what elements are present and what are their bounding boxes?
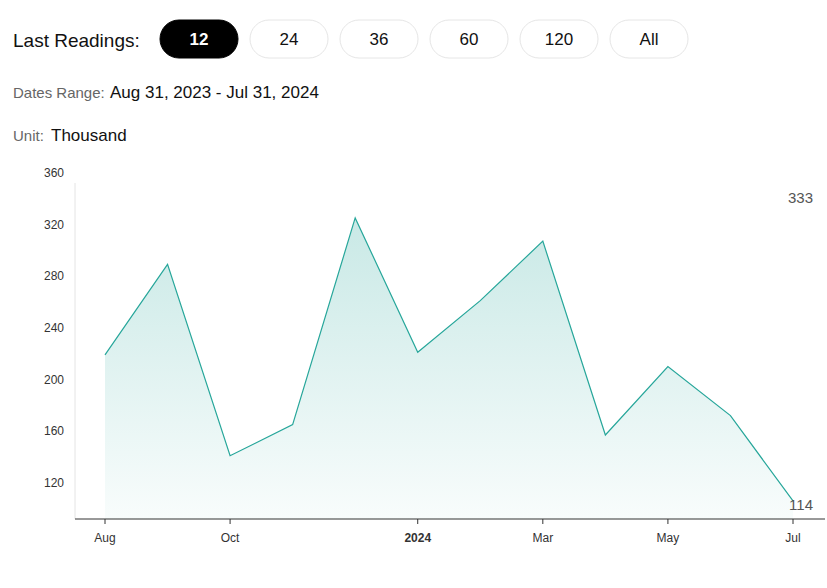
x-tick <box>793 519 794 524</box>
plot-area <box>105 218 793 519</box>
range-button[interactable] <box>340 20 418 58</box>
x-tick <box>542 519 543 524</box>
annotation: 114 <box>789 496 813 513</box>
y-tick-label: 360 <box>44 166 64 180</box>
range-button-label[interactable]: 120 <box>545 30 573 49</box>
range-button-label[interactable]: 60 <box>460 30 479 49</box>
x-tick-label: 2024 <box>404 531 431 545</box>
readings-label: Last Readings: <box>13 30 140 51</box>
x-tick <box>230 519 231 524</box>
x-tick <box>105 519 106 524</box>
line <box>105 218 793 501</box>
range-button[interactable] <box>430 20 508 58</box>
range-button-label[interactable]: 36 <box>370 30 389 49</box>
x-tick-label: May <box>657 531 680 545</box>
y-tick-label: 200 <box>44 373 64 387</box>
x-tick-label: Jul <box>785 531 800 545</box>
range-button[interactable] <box>520 20 598 58</box>
root: Last Readings: 12 24 36 60 120 All Dates Range:… <box>0 0 827 588</box>
range-button[interactable] <box>160 20 238 58</box>
dates-value: Aug 31, 2023 - Jul 31, 2024 <box>110 83 319 102</box>
x-tick-label: Oct <box>221 531 240 545</box>
x-axis-line <box>75 519 825 520</box>
area <box>105 218 793 519</box>
y-axis-line <box>75 183 76 519</box>
range-button[interactable] <box>610 20 688 58</box>
unit-value: Thousand <box>51 126 127 145</box>
range-button[interactable] <box>250 20 328 58</box>
unit-label: Unit: <box>13 127 44 144</box>
range-button-label[interactable]: 12 <box>190 30 209 49</box>
y-tick-label: 120 <box>44 476 64 490</box>
x-tick-label: Mar <box>532 531 553 545</box>
y-tick-label: 240 <box>44 321 64 335</box>
y-tick-label: 160 <box>44 424 64 438</box>
x-tick <box>667 519 668 524</box>
x-tick-label: Aug <box>94 531 115 545</box>
range-button-label[interactable]: All <box>640 30 659 49</box>
dates-label: Dates Range: <box>13 84 105 101</box>
annotation: 333 <box>788 189 813 206</box>
y-tick-label: 280 <box>44 269 64 283</box>
range-button-label[interactable]: 24 <box>280 30 299 49</box>
x-tick <box>417 519 418 524</box>
y-tick-label: 320 <box>44 218 64 232</box>
